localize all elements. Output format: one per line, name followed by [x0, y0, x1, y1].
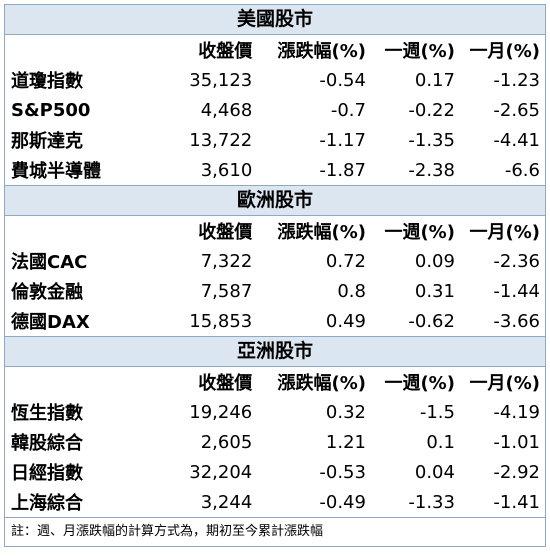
header-change: 漲跌幅(%) [277, 41, 366, 62]
column-header-row: 收盤價 漲跌幅(%) 一週(%) 一月(%) [5, 216, 545, 246]
month-value: -1.23 [493, 69, 540, 91]
change-value: 0.32 [325, 401, 366, 423]
change-value: -0.49 [319, 491, 366, 513]
table-row: 韓股綜合 2,605 1.21 0.1 -1.01 [5, 427, 545, 457]
header-close: 收盤價 [198, 373, 253, 394]
index-name: 費城半導體 [11, 161, 101, 182]
week-value: 0.17 [414, 69, 455, 91]
index-name: 倫敦金融 [11, 282, 83, 303]
column-header-row: 收盤價 漲跌幅(%) 一週(%) 一月(%) [5, 35, 545, 65]
table-row: 法國CAC 7,322 0.72 0.09 -2.36 [5, 246, 545, 276]
table-row: 道瓊指數 35,123 -0.54 0.17 -1.23 [5, 65, 545, 95]
index-name: 上海綜合 [11, 493, 83, 514]
close-value: 3,244 [200, 491, 253, 513]
close-value: 32,204 [189, 461, 253, 483]
column-header-row: 收盤價 漲跌幅(%) 一週(%) 一月(%) [5, 367, 545, 397]
index-name: 恆生指數 [11, 403, 83, 424]
month-value: -2.65 [493, 99, 540, 121]
index-name: 那斯達克 [11, 131, 83, 152]
section-title-us: 美國股市 [5, 5, 545, 35]
close-value: 35,123 [189, 69, 253, 91]
section-title-europe: 歐洲股市 [5, 185, 545, 216]
month-value: -2.36 [493, 250, 540, 272]
header-change: 漲跌幅(%) [277, 222, 366, 243]
week-value: 0.09 [414, 250, 455, 272]
close-value: 19,246 [189, 401, 253, 423]
change-value: 0.8 [337, 280, 366, 302]
week-value: -2.38 [408, 159, 455, 181]
month-value: -4.41 [493, 129, 540, 151]
index-name: 法國CAC [11, 252, 88, 273]
month-value: -1.01 [493, 431, 540, 453]
month-value: -1.44 [493, 280, 540, 302]
header-close: 收盤價 [198, 222, 253, 243]
header-week: 一週(%) [384, 222, 455, 243]
close-value: 7,322 [200, 250, 253, 272]
week-value: -0.62 [408, 310, 455, 332]
change-value: -0.54 [319, 69, 366, 91]
table-row: S&P500 4,468 -0.7 -0.22 -2.65 [5, 95, 545, 125]
stock-market-table: 美國股市 收盤價 漲跌幅(%) 一週(%) 一月(%) 道瓊指數 35,123 … [4, 4, 546, 547]
index-name: 道瓊指數 [11, 71, 83, 92]
month-value: -3.66 [493, 310, 540, 332]
week-value: -0.22 [408, 99, 455, 121]
month-value: -4.19 [493, 401, 540, 423]
table-row: 日經指數 32,204 -0.53 0.04 -2.92 [5, 457, 545, 487]
month-value: -6.6 [504, 159, 540, 181]
table-row: 費城半導體 3,610 -1.87 -2.38 -6.6 [5, 155, 545, 185]
index-name: 韓股綜合 [11, 433, 83, 454]
table-row: 恆生指數 19,246 0.32 -1.5 -4.19 [5, 397, 545, 427]
week-value: -1.5 [419, 401, 455, 423]
month-value: -1.41 [493, 491, 540, 513]
index-name: 日經指數 [11, 463, 83, 484]
change-value: 0.72 [325, 250, 366, 272]
section-title-asia: 亞洲股市 [5, 336, 545, 367]
week-value: 0.1 [426, 431, 455, 453]
change-value: -1.17 [319, 129, 366, 151]
header-change: 漲跌幅(%) [277, 373, 366, 394]
close-value: 7,587 [200, 280, 253, 302]
change-value: -0.53 [319, 461, 366, 483]
table-row: 倫敦金融 7,587 0.8 0.31 -1.44 [5, 276, 545, 306]
index-name: S&P500 [11, 99, 91, 121]
header-month: 一月(%) [469, 41, 540, 62]
change-value: -0.7 [330, 99, 366, 121]
table-row: 德國DAX 15,853 0.49 -0.62 -3.66 [5, 306, 545, 336]
week-value: 0.04 [414, 461, 455, 483]
header-month: 一月(%) [469, 222, 540, 243]
close-value: 2,605 [200, 431, 253, 453]
change-value: 0.49 [325, 310, 366, 332]
change-value: -1.87 [319, 159, 366, 181]
header-week: 一週(%) [384, 373, 455, 394]
close-value: 4,468 [200, 99, 253, 121]
table-row: 那斯達克 13,722 -1.17 -1.35 -4.41 [5, 125, 545, 155]
header-week: 一週(%) [384, 41, 455, 62]
header-close: 收盤價 [198, 41, 253, 62]
close-value: 13,722 [189, 129, 253, 151]
week-value: 0.31 [414, 280, 455, 302]
week-value: -1.33 [408, 491, 455, 513]
month-value: -2.92 [493, 461, 540, 483]
index-name: 德國DAX [11, 312, 90, 333]
week-value: -1.35 [408, 129, 455, 151]
footnote: 註：週、月漲跌幅的計算方式為，期初至今累計漲跌幅 [5, 517, 545, 546]
header-month: 一月(%) [469, 373, 540, 394]
close-value: 15,853 [189, 310, 253, 332]
change-value: 1.21 [325, 431, 366, 453]
close-value: 3,610 [200, 159, 253, 181]
table-row: 上海綜合 3,244 -0.49 -1.33 -1.41 [5, 487, 545, 517]
